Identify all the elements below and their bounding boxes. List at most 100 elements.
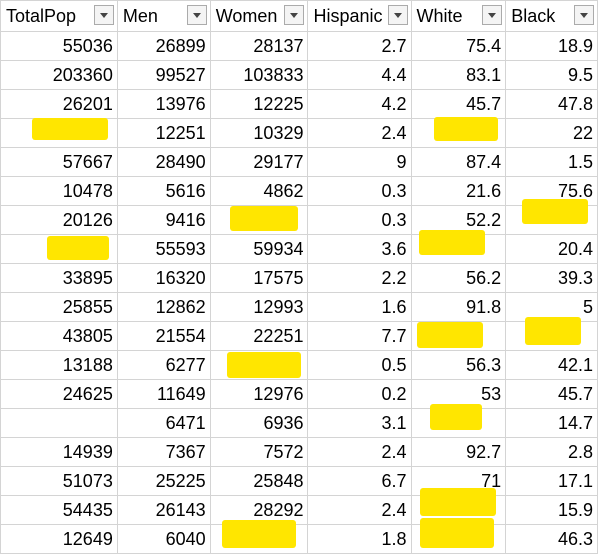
column-header[interactable]: Black [505, 0, 598, 32]
table-cell[interactable]: 6936 [209, 408, 309, 438]
filter-dropdown-button[interactable] [186, 5, 207, 25]
table-cell[interactable]: 203360 [0, 60, 118, 90]
table-cell[interactable]: 7572 [209, 437, 309, 467]
table-cell[interactable]: 39.3 [505, 263, 598, 293]
column-header[interactable]: Men [116, 0, 211, 32]
table-cell[interactable]: 2.4 [307, 495, 412, 525]
table-cell[interactable]: 17.1 [505, 466, 598, 496]
table-cell[interactable]: 4.4 [307, 60, 412, 90]
table-cell[interactable]: 57667 [0, 147, 118, 177]
table-cell[interactable]: 26143 [116, 495, 211, 525]
table-cell[interactable]: 14.7 [505, 408, 598, 438]
column-header[interactable]: White [410, 0, 507, 32]
table-cell[interactable]: 83.1 [410, 60, 507, 90]
table-cell[interactable]: 2.4 [307, 437, 412, 467]
table-cell[interactable]: 10329 [209, 118, 309, 148]
table-cell[interactable]: 55036 [0, 31, 118, 61]
table-cell[interactable]: 87.4 [410, 147, 507, 177]
table-cell[interactable]: 7.7 [307, 321, 412, 351]
column-header[interactable]: Women [209, 0, 309, 32]
table-cell[interactable]: 4.2 [307, 89, 412, 119]
table-cell[interactable]: 103833 [209, 60, 309, 90]
table-cell[interactable]: 20126 [0, 205, 118, 235]
table-cell[interactable]: 12225 [209, 89, 309, 119]
table-cell[interactable]: 21554 [116, 321, 211, 351]
filter-dropdown-button[interactable] [387, 5, 408, 25]
table-cell[interactable]: 1.8 [307, 524, 412, 554]
table-cell[interactable]: 51073 [0, 466, 118, 496]
table-cell[interactable]: 54435 [0, 495, 118, 525]
table-cell[interactable]: 2.7 [307, 31, 412, 61]
table-cell[interactable]: 28137 [209, 31, 309, 61]
table-cell[interactable]: 13976 [116, 89, 211, 119]
table-cell[interactable]: 24625 [0, 379, 118, 409]
table-cell[interactable]: 12251 [116, 118, 211, 148]
table-cell[interactable]: 1.6 [307, 292, 412, 322]
table-cell[interactable]: 2.8 [505, 437, 598, 467]
table-cell[interactable]: 20.4 [505, 234, 598, 264]
table-cell[interactable]: 22251 [209, 321, 309, 351]
table-cell[interactable]: 21.6 [410, 176, 507, 206]
table-cell[interactable]: 2.2 [307, 263, 412, 293]
table-cell[interactable]: 12993 [209, 292, 309, 322]
table-cell[interactable]: 0.3 [307, 176, 412, 206]
table-cell[interactable]: 12976 [209, 379, 309, 409]
table-cell[interactable]: 9416 [116, 205, 211, 235]
table-cell[interactable]: 45.7 [410, 89, 507, 119]
table-cell[interactable]: 17575 [209, 263, 309, 293]
table-cell[interactable]: 14939 [0, 437, 118, 467]
table-cell[interactable]: 5616 [116, 176, 211, 206]
table-cell[interactable]: 26899 [116, 31, 211, 61]
table-cell[interactable]: 43805 [0, 321, 118, 351]
table-cell[interactable]: 46.3 [505, 524, 598, 554]
table-cell[interactable]: 9 [307, 147, 412, 177]
table-cell[interactable]: 29177 [209, 147, 309, 177]
table-cell[interactable]: 25225 [116, 466, 211, 496]
table-cell[interactable]: 3.6 [307, 234, 412, 264]
table-cell[interactable]: 25848 [209, 466, 309, 496]
table-cell[interactable]: 47.8 [505, 89, 598, 119]
filter-dropdown-button[interactable] [93, 5, 114, 25]
table-cell[interactable]: 99527 [116, 60, 211, 90]
table-cell[interactable]: 3.1 [307, 408, 412, 438]
filter-dropdown-button[interactable] [482, 5, 503, 25]
table-cell[interactable]: 4862 [209, 176, 309, 206]
table-cell[interactable]: 12862 [116, 292, 211, 322]
filter-dropdown-button[interactable] [284, 5, 305, 25]
table-cell[interactable]: 2.4 [307, 118, 412, 148]
table-cell[interactable]: 18.9 [505, 31, 598, 61]
table-cell[interactable]: 45.7 [505, 379, 598, 409]
table-cell[interactable]: 7367 [116, 437, 211, 467]
table-cell[interactable]: 25855 [0, 292, 118, 322]
table-cell[interactable]: 16320 [116, 263, 211, 293]
table-cell[interactable]: 56.2 [410, 263, 507, 293]
table-cell[interactable]: 28490 [116, 147, 211, 177]
table-cell[interactable]: 56.3 [410, 350, 507, 380]
table-cell[interactable]: 1.5 [505, 147, 598, 177]
table-cell[interactable]: 9.5 [505, 60, 598, 90]
table-cell[interactable]: 92.7 [410, 437, 507, 467]
table-cell[interactable]: 0.5 [307, 350, 412, 380]
table-cell[interactable]: 91.8 [410, 292, 507, 322]
table-cell[interactable]: 6040 [116, 524, 211, 554]
table-cell[interactable]: 13188 [0, 350, 118, 380]
table-cell[interactable]: 6471 [116, 408, 211, 438]
table-cell[interactable]: 42.1 [505, 350, 598, 380]
table-cell[interactable]: 33895 [0, 263, 118, 293]
table-cell[interactable]: 22 [505, 118, 598, 148]
table-cell[interactable]: 12649 [0, 524, 118, 554]
table-cell[interactable]: 55593 [116, 234, 211, 264]
table-cell[interactable]: 6277 [116, 350, 211, 380]
table-cell[interactable] [0, 408, 118, 438]
table-cell[interactable]: 26201 [0, 89, 118, 119]
table-cell[interactable]: 6.7 [307, 466, 412, 496]
table-cell[interactable]: 59934 [209, 234, 309, 264]
table-cell[interactable]: 75.4 [410, 31, 507, 61]
column-header[interactable]: TotalPop [0, 0, 118, 32]
table-cell[interactable]: 15.9 [505, 495, 598, 525]
column-header[interactable]: Hispanic [307, 0, 412, 32]
filter-dropdown-button[interactable] [574, 5, 594, 25]
table-cell[interactable]: 10478 [0, 176, 118, 206]
table-cell[interactable]: 11649 [116, 379, 211, 409]
table-cell[interactable]: 0.3 [307, 205, 412, 235]
